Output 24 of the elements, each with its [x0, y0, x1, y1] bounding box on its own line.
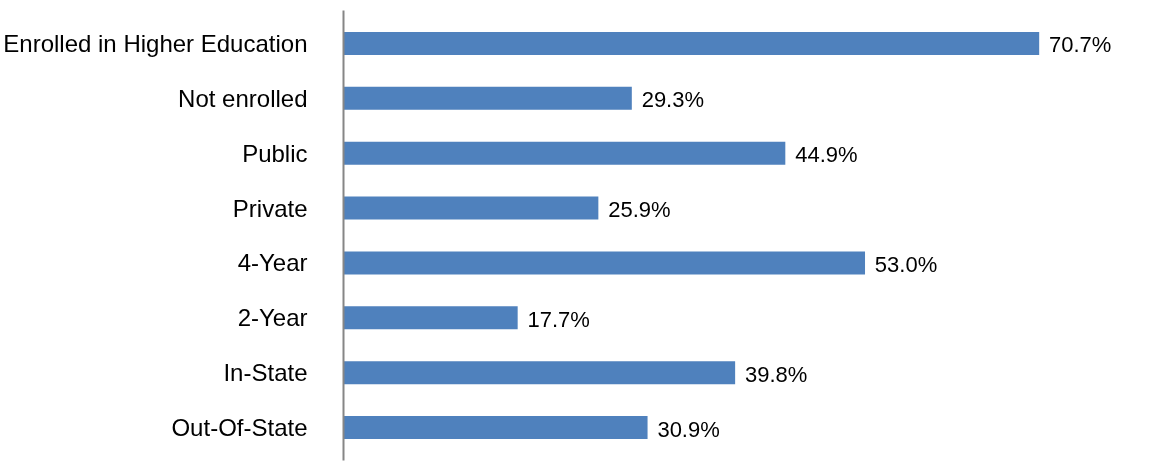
data-label: 39.8%	[744, 361, 808, 387]
bar	[343, 141, 786, 165]
y-tick-label: 2-Year	[237, 304, 308, 332]
bar	[343, 306, 518, 330]
y-tick-label: 4-Year	[237, 249, 308, 277]
bar	[343, 31, 1040, 55]
y-tick-label: Enrolled in Higher Education	[3, 29, 308, 57]
y-tick-label: Public	[242, 139, 308, 167]
data-label: 29.3%	[641, 87, 705, 113]
y-tick-label: Out-Of-State	[171, 414, 308, 442]
data-label: 53.0%	[874, 251, 938, 277]
y-tick-label: In-State	[223, 359, 308, 387]
data-label: 70.7%	[1049, 32, 1112, 58]
bar	[343, 361, 736, 385]
data-label: 17.7%	[527, 306, 590, 332]
bar	[343, 86, 632, 110]
y-tick-label: Private	[232, 194, 308, 222]
data-label: 44.9%	[795, 142, 858, 168]
bar	[343, 251, 866, 275]
bar	[343, 416, 648, 440]
data-label: 25.9%	[608, 197, 671, 223]
y-tick-label: Not enrolled	[178, 84, 308, 112]
data-label: 30.9%	[657, 416, 720, 442]
bar	[343, 196, 599, 220]
